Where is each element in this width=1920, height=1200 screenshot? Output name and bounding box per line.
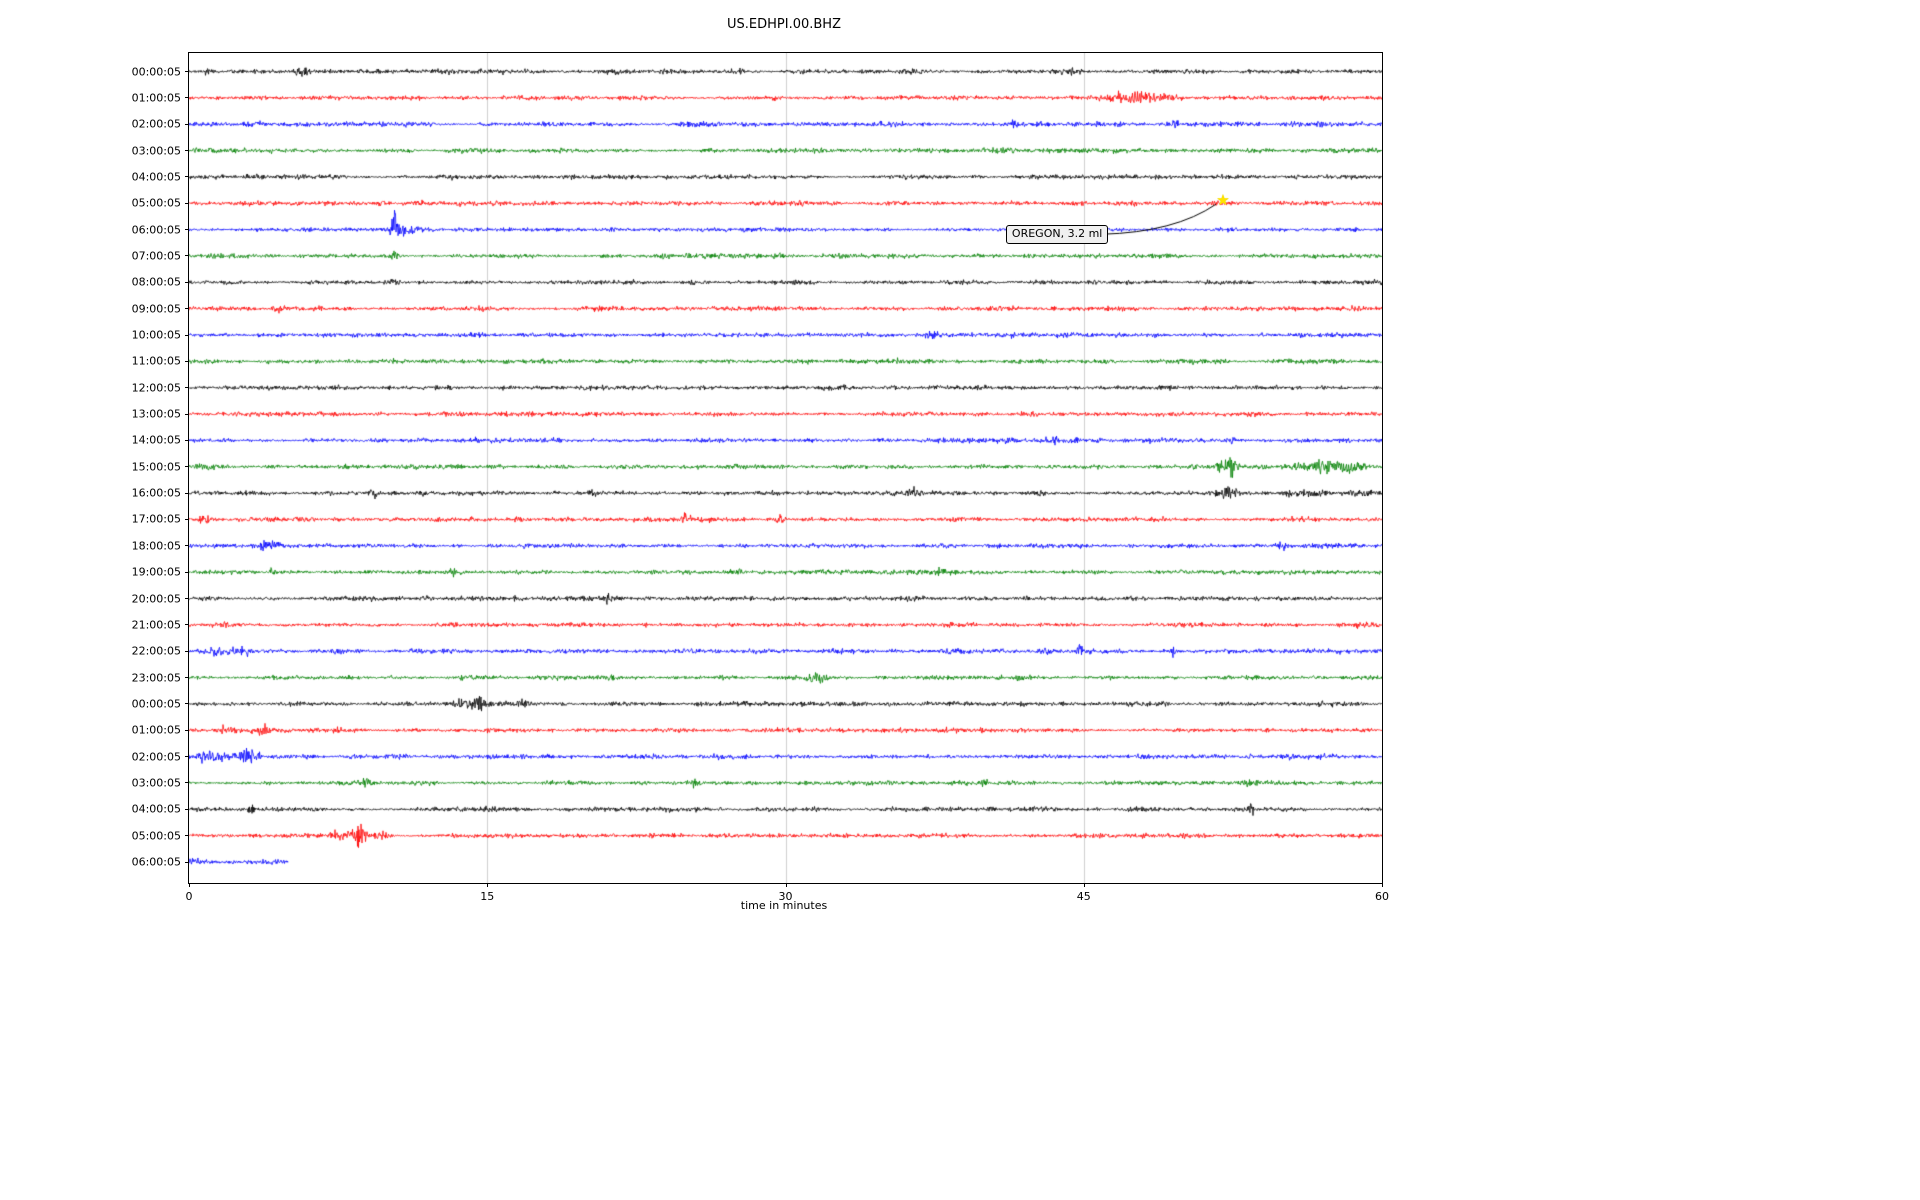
row-time-label: 20:00:05 <box>131 592 181 605</box>
x-tick-mark <box>785 883 787 887</box>
row-time-label: 19:00:05 <box>131 565 181 579</box>
y-tick-mark <box>185 123 189 125</box>
y-tick-mark <box>185 808 189 810</box>
y-tick-mark <box>185 518 189 520</box>
y-tick-mark <box>185 439 189 441</box>
row-time-label: 11:00:05 <box>131 354 181 368</box>
row-time-label: 02:00:05 <box>131 117 181 131</box>
row-time-label: 09:00:05 <box>131 302 181 316</box>
row-time-label: 13:00:05 <box>131 407 181 421</box>
y-tick-mark <box>185 703 189 705</box>
x-tick-label: 60 <box>1375 890 1389 903</box>
row-time-label: 05:00:05 <box>131 829 181 843</box>
row-time-label: 03:00:05 <box>131 144 181 158</box>
row-time-label: 14:00:05 <box>131 433 181 447</box>
row-time-label: 23:00:05 <box>131 671 181 685</box>
row-time-label: 16:00:05 <box>131 486 181 500</box>
row-time-label: 00:00:05 <box>131 65 181 78</box>
row-time-label: 04:00:05 <box>131 170 181 184</box>
row-time-label: 07:00:05 <box>131 249 181 263</box>
x-tick-label: 15 <box>480 890 495 903</box>
row-time-label: 08:00:05 <box>131 275 181 289</box>
row-time-label: 05:00:05 <box>131 196 181 210</box>
y-tick-mark <box>185 571 189 573</box>
y-tick-mark <box>185 598 189 599</box>
y-tick-mark <box>185 281 189 283</box>
x-axis-label: time in minutes <box>740 899 828 912</box>
row-time-label: 17:00:05 <box>131 512 181 526</box>
x-tick-mark <box>1083 883 1085 887</box>
event-annotation-label: OREGON, 3.2 ml <box>1005 225 1109 244</box>
row-time-label: 01:00:05 <box>131 91 181 105</box>
y-tick-mark <box>185 308 189 310</box>
x-tick-mark <box>1382 883 1383 887</box>
x-tick-mark <box>189 883 190 887</box>
y-tick-mark <box>185 756 189 758</box>
row-time-label: 21:00:05 <box>131 618 181 632</box>
row-time-label: 06:00:05 <box>131 855 181 869</box>
figure-title: US.EDHPI.00.BHZ <box>727 17 841 32</box>
row-time-label: 12:00:05 <box>131 381 181 395</box>
row-time-label: 00:00:05 <box>131 697 181 711</box>
y-tick-mark <box>185 387 189 389</box>
y-tick-mark <box>185 150 189 152</box>
row-time-label: 02:00:05 <box>131 750 181 764</box>
y-tick-mark <box>185 360 189 362</box>
y-tick-mark <box>185 861 189 863</box>
y-tick-mark <box>185 71 189 72</box>
y-tick-mark <box>185 545 189 547</box>
x-tick-label: 0 <box>185 890 193 903</box>
row-time-label: 04:00:05 <box>131 802 181 816</box>
y-tick-mark <box>185 176 189 178</box>
waveform-canvas <box>189 53 1382 883</box>
row-time-label: 18:00:05 <box>131 539 181 553</box>
x-tick-mark <box>487 883 489 887</box>
row-time-label: 01:00:05 <box>131 723 181 737</box>
y-tick-mark <box>185 97 189 99</box>
row-time-label: 10:00:05 <box>131 328 181 342</box>
event-star-icon: ★ <box>1216 191 1230 209</box>
y-tick-mark <box>185 466 189 468</box>
y-tick-mark <box>185 255 189 257</box>
x-tick-label: 30 <box>778 890 793 903</box>
y-tick-mark <box>185 729 189 731</box>
y-tick-mark <box>185 677 189 679</box>
y-tick-mark <box>185 202 189 204</box>
row-time-label: 15:00:05 <box>131 460 181 474</box>
row-time-label: 03:00:05 <box>131 776 181 790</box>
y-tick-mark <box>185 492 189 494</box>
plot-area: ★ OREGON, 3.2 ml 00:00:05 01:00:05 02:00:0… <box>132 52 1389 903</box>
y-tick-mark <box>185 624 189 626</box>
row-time-label: 22:00:05 <box>131 644 181 658</box>
x-tick-label: 45 <box>1076 890 1091 903</box>
y-tick-mark <box>185 229 189 231</box>
y-tick-mark <box>185 650 189 652</box>
y-tick-mark <box>185 782 189 784</box>
y-tick-mark <box>185 835 189 837</box>
y-tick-mark <box>185 413 189 415</box>
y-tick-mark <box>185 334 189 336</box>
row-time-label: 06:00:05 <box>131 223 181 237</box>
